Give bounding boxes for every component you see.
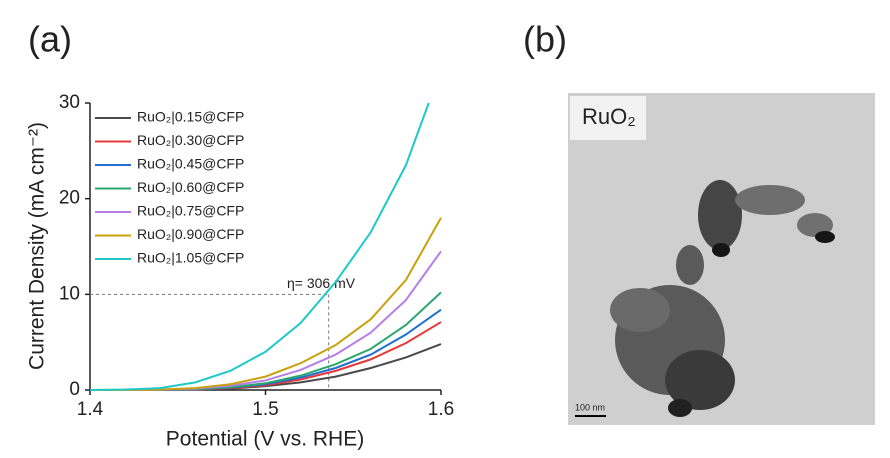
legend-label: RuO₂|0.60@CFP — [137, 179, 244, 195]
series-line — [90, 310, 441, 390]
x-tick-label: 1.6 — [428, 399, 454, 420]
tem-image: RuO₂ 100 nm — [568, 93, 875, 425]
series-line — [90, 251, 441, 390]
y-tick-label: 30 — [59, 92, 80, 113]
series-line — [90, 292, 441, 390]
legend-label: RuO₂|0.90@CFP — [137, 226, 244, 242]
legend-label: RuO₂|0.75@CFP — [137, 203, 244, 219]
y-axis-title: Current Density (mA cm⁻²) — [26, 122, 49, 370]
legend-label: RuO₂|0.45@CFP — [137, 156, 244, 172]
y-tick-label: 0 — [69, 379, 80, 400]
legend-label: RuO₂|0.15@CFP — [137, 109, 244, 125]
plot: 0 10 20 30 1.4 1.5 1.6 η= 306 mV RuO₂|0.15@CFP Ru… — [59, 92, 454, 420]
panel-label: (a) — [28, 19, 72, 60]
y-tick-label: 20 — [59, 188, 80, 209]
image-label: RuO₂ — [582, 104, 636, 129]
x-tick-label: 1.5 — [252, 399, 278, 420]
series-line — [90, 218, 441, 390]
figure: (a) (b) Potential (V vs. RHE) Current De… — [0, 0, 890, 453]
legend-label: RuO₂|1.05@CFP — [137, 250, 244, 266]
legend-label: RuO₂|0.30@CFP — [137, 132, 244, 148]
scale-bar-label: 100 nm — [575, 402, 605, 412]
panel-label: (b) — [523, 19, 567, 60]
y-tick-label: 10 — [59, 283, 80, 304]
x-tick-label: 1.4 — [77, 399, 104, 420]
x-axis-title: Potential (V vs. RHE) — [166, 428, 364, 451]
annotation: η= 306 mV — [287, 275, 356, 291]
